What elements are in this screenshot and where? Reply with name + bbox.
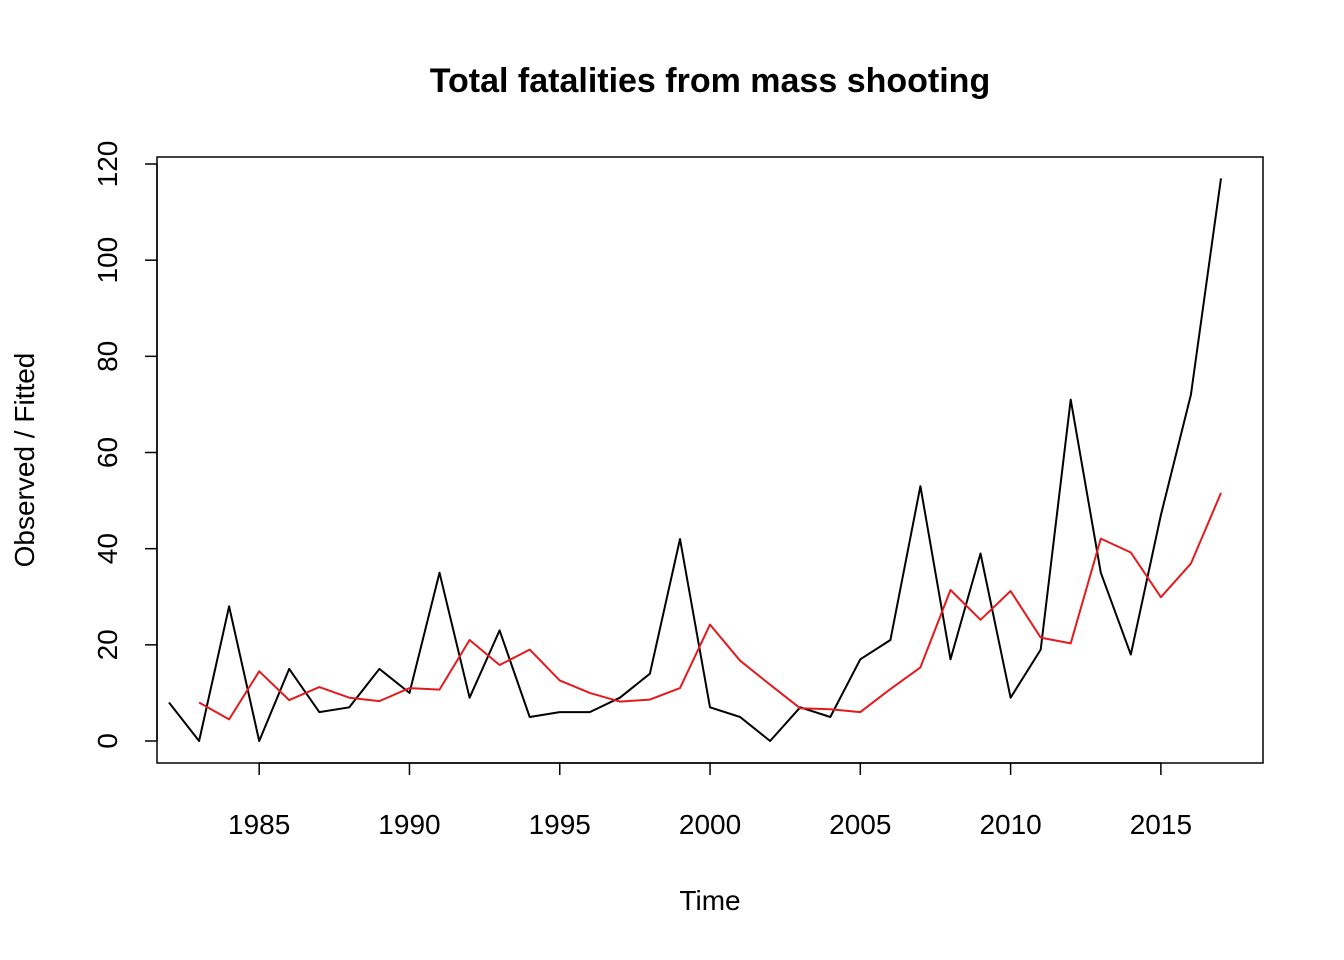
x-tick-label: 2015: [1130, 809, 1192, 840]
x-tick-label: 1985: [228, 809, 290, 840]
observed-series-line: [168, 178, 1222, 742]
y-tick-label: 20: [92, 629, 123, 660]
fitted-series-line: [198, 492, 1222, 721]
y-axis-label: Observed / Fitted: [9, 353, 40, 568]
y-tick-label: 120: [92, 141, 123, 188]
y-tick-label: 40: [92, 533, 123, 564]
series-group: [168, 178, 1222, 742]
y-tick-label: 0: [92, 733, 123, 749]
x-tick-label: 1995: [529, 809, 591, 840]
y-tick-label: 100: [92, 237, 123, 284]
x-tick-label: 2010: [979, 809, 1041, 840]
plot-frame: [156, 156, 1264, 764]
x-tick-label: 1990: [378, 809, 440, 840]
y-tick-label: 60: [92, 437, 123, 468]
y-axis: 0 20 40 60 80 100 120: [92, 141, 158, 749]
chart-title: Total fatalities from mass shooting: [430, 62, 990, 100]
x-tick-label: 2005: [829, 809, 891, 840]
x-axis-label: Time: [679, 885, 740, 916]
x-axis: 1985 1990 1995 2000 2005 2010 2015: [228, 762, 1192, 840]
y-tick-label: 80: [92, 341, 123, 372]
x-tick-label: 2000: [679, 809, 741, 840]
